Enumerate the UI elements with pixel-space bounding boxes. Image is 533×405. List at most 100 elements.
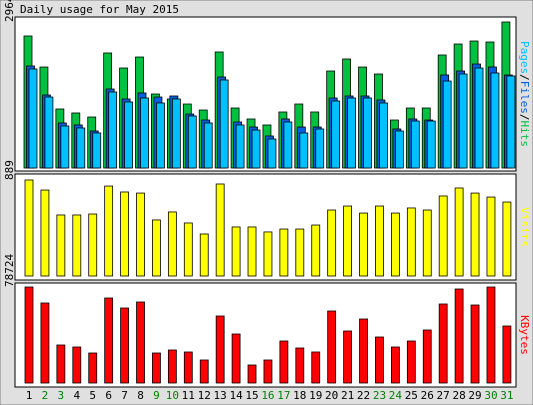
- bar: [311, 351, 321, 384]
- bar: [263, 231, 273, 277]
- x-tick-label: 31: [500, 389, 513, 402]
- bar: [454, 187, 464, 277]
- bar: [438, 303, 448, 384]
- bar: [231, 333, 241, 384]
- bar: [486, 286, 496, 384]
- bar: [156, 102, 165, 169]
- bar: [390, 346, 400, 384]
- bar: [152, 219, 161, 277]
- bar: [263, 359, 273, 384]
- bar: [327, 209, 337, 277]
- bar: [394, 130, 404, 169]
- bar: [502, 325, 512, 384]
- bar: [474, 67, 484, 169]
- bar: [267, 138, 277, 169]
- x-tick-label: 10: [166, 389, 179, 402]
- bar: [167, 349, 177, 384]
- bar: [183, 222, 193, 277]
- bar: [28, 68, 38, 169]
- bar: [120, 307, 129, 384]
- chart-title: Daily usage for May 2015: [20, 3, 179, 16]
- bar: [295, 228, 305, 277]
- bar: [311, 224, 321, 277]
- bar: [199, 233, 209, 277]
- x-tick-label: 7: [121, 389, 128, 402]
- y-tick-label: 889: [3, 160, 16, 180]
- bar: [108, 91, 118, 169]
- bar: [470, 304, 480, 384]
- bar: [203, 122, 213, 169]
- x-tick-label: 29: [468, 389, 481, 402]
- bar: [426, 120, 436, 169]
- bar: [24, 179, 34, 277]
- bar: [183, 351, 193, 384]
- bar: [199, 359, 209, 384]
- bar: [231, 226, 241, 277]
- bar: [359, 212, 368, 277]
- x-tick-label: 15: [245, 389, 258, 402]
- bar: [187, 115, 197, 169]
- bar: [104, 297, 114, 384]
- bar: [40, 189, 50, 277]
- bar: [454, 288, 464, 384]
- x-tick-label: 25: [405, 389, 418, 402]
- bar: [442, 80, 452, 169]
- axis-label: KBytes: [518, 315, 531, 355]
- x-tick-label: 21: [341, 389, 354, 402]
- x-tick-label: 24: [389, 389, 403, 402]
- bar: [359, 318, 368, 384]
- x-tick-label: 20: [325, 389, 338, 402]
- x-tick-label: 22: [357, 389, 370, 402]
- x-tick-label: 4: [73, 389, 80, 402]
- bar: [422, 329, 432, 384]
- bar: [152, 352, 161, 384]
- bar: [506, 75, 516, 169]
- bar: [406, 340, 416, 384]
- bar: [215, 315, 225, 384]
- bar: [327, 310, 337, 384]
- bar: [235, 124, 245, 169]
- bar: [92, 132, 102, 169]
- bar: [44, 96, 54, 169]
- bar: [422, 209, 432, 277]
- bar: [375, 336, 384, 384]
- bar: [136, 192, 145, 277]
- bar: [295, 347, 305, 384]
- x-tick-label: 17: [277, 389, 290, 402]
- bar: [363, 97, 372, 169]
- x-tick-label: 6: [105, 389, 112, 402]
- bar: [438, 195, 448, 277]
- bar: [390, 212, 400, 277]
- bar: [343, 205, 353, 277]
- bar: [215, 183, 225, 277]
- bar: [379, 102, 388, 169]
- x-tick-label: 9: [153, 389, 160, 402]
- x-tick-label: 1: [26, 389, 33, 402]
- bar: [120, 191, 129, 277]
- bar: [124, 101, 133, 169]
- axis-label: Pages/Files/Hits: [518, 41, 531, 147]
- bar: [171, 98, 181, 169]
- x-tick-label: 2: [42, 389, 49, 402]
- bar: [60, 125, 70, 169]
- bar: [136, 301, 145, 384]
- bar: [247, 226, 257, 277]
- bar: [56, 214, 66, 277]
- bar: [486, 196, 496, 277]
- bar: [343, 330, 353, 384]
- x-tick-label: 23: [373, 389, 386, 402]
- x-tick-label: 28: [452, 389, 465, 402]
- bar: [315, 128, 325, 169]
- bar: [251, 129, 261, 169]
- bar: [56, 344, 66, 384]
- bar: [410, 120, 420, 169]
- x-tick-label: 27: [437, 389, 450, 402]
- bar: [40, 302, 50, 384]
- x-tick-label: 5: [89, 389, 96, 402]
- bar: [470, 192, 480, 277]
- bar: [140, 97, 149, 169]
- bar: [219, 79, 229, 169]
- bar: [72, 346, 82, 384]
- y-tick-label: 78724: [3, 254, 16, 287]
